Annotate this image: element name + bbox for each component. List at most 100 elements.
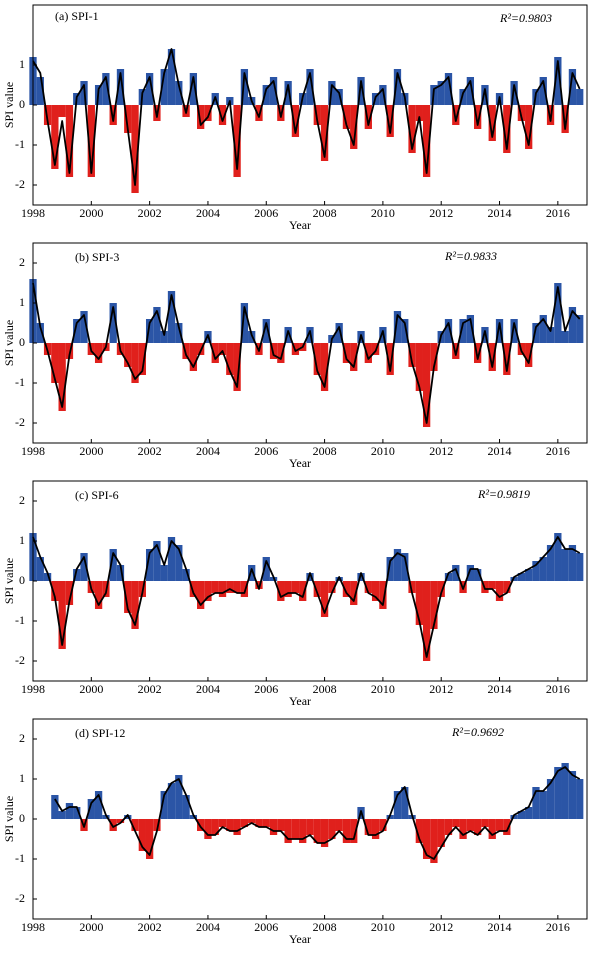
bar bbox=[422, 819, 431, 859]
y-tick-label: -2 bbox=[15, 415, 25, 429]
bar bbox=[342, 819, 351, 843]
bar bbox=[444, 73, 453, 105]
bar bbox=[182, 569, 190, 581]
x-tick-label: 2000 bbox=[79, 682, 103, 696]
x-tick-label: 2014 bbox=[488, 682, 512, 696]
x-tick-label: 2012 bbox=[429, 920, 453, 934]
bar bbox=[284, 81, 292, 105]
y-tick-label: -2 bbox=[15, 891, 25, 905]
bar bbox=[218, 581, 227, 597]
bar bbox=[36, 323, 44, 343]
bar bbox=[525, 807, 533, 819]
y-axis-label: SPI value bbox=[2, 558, 16, 604]
x-tick-label: 2016 bbox=[546, 920, 570, 934]
bar bbox=[525, 343, 533, 367]
bar bbox=[408, 343, 416, 367]
bar bbox=[87, 105, 95, 177]
bar bbox=[561, 331, 569, 343]
bar bbox=[204, 581, 212, 601]
y-tick-label: -1 bbox=[15, 375, 25, 389]
bar bbox=[342, 343, 351, 363]
bar bbox=[408, 581, 416, 593]
x-axis-label: Year bbox=[289, 694, 311, 708]
bar bbox=[437, 581, 445, 597]
x-tick-label: 2002 bbox=[138, 920, 162, 934]
bar bbox=[466, 819, 475, 831]
bar bbox=[342, 105, 351, 129]
y-tick-label: 0 bbox=[19, 335, 25, 349]
y-tick-label: -2 bbox=[15, 653, 25, 667]
bar bbox=[160, 791, 168, 819]
bar bbox=[488, 343, 496, 371]
x-axis-label: Year bbox=[289, 932, 311, 946]
bar bbox=[233, 819, 241, 835]
bar bbox=[532, 323, 540, 343]
x-tick-label: 2010 bbox=[371, 682, 395, 696]
bar bbox=[124, 581, 132, 613]
y-axis-label: SPI value bbox=[2, 320, 16, 366]
bar bbox=[36, 557, 44, 581]
x-tick-label: 2012 bbox=[429, 682, 453, 696]
bar bbox=[277, 581, 285, 601]
bar bbox=[495, 819, 504, 831]
y-tick-label: -2 bbox=[15, 177, 25, 191]
bar bbox=[532, 561, 540, 581]
bar bbox=[65, 105, 74, 177]
bar bbox=[175, 81, 183, 105]
x-tick-label: 2010 bbox=[371, 206, 395, 220]
bar bbox=[189, 581, 198, 597]
bar bbox=[474, 569, 482, 581]
r-squared-annotation: R²=0.9692 bbox=[451, 725, 504, 739]
bar bbox=[299, 819, 307, 843]
bar bbox=[430, 581, 438, 629]
bar bbox=[568, 771, 577, 819]
bar bbox=[218, 819, 227, 827]
y-axis-label: SPI value bbox=[2, 82, 16, 128]
bar bbox=[444, 819, 453, 835]
bar bbox=[240, 69, 249, 105]
bar bbox=[153, 307, 161, 343]
x-tick-label: 1998 bbox=[21, 206, 45, 220]
r-squared-annotation: R²=0.9803 bbox=[499, 11, 552, 25]
bar bbox=[240, 819, 249, 827]
bar bbox=[306, 69, 314, 105]
bar bbox=[51, 581, 59, 601]
bar bbox=[342, 581, 351, 597]
y-tick-label: -1 bbox=[15, 851, 25, 865]
bar bbox=[131, 819, 139, 831]
panel-title: (d) SPI-12 bbox=[75, 726, 125, 740]
bar bbox=[576, 315, 584, 343]
panel-title: (a) SPI-1 bbox=[55, 9, 99, 23]
bar bbox=[350, 819, 358, 843]
x-tick-label: 2014 bbox=[488, 920, 512, 934]
y-tick-label: 0 bbox=[19, 97, 25, 111]
bar bbox=[561, 763, 569, 819]
bar bbox=[350, 581, 358, 605]
x-tick-label: 2002 bbox=[138, 682, 162, 696]
x-tick-label: 2006 bbox=[254, 444, 278, 458]
bar bbox=[313, 581, 321, 597]
bar bbox=[124, 105, 132, 133]
bar bbox=[415, 105, 423, 121]
panel-title: (b) SPI-3 bbox=[75, 250, 119, 264]
x-tick-label: 2012 bbox=[429, 444, 453, 458]
bar bbox=[539, 791, 547, 819]
bar bbox=[145, 319, 154, 343]
bar bbox=[175, 323, 183, 343]
bar bbox=[313, 343, 321, 375]
bar bbox=[350, 105, 358, 149]
bar bbox=[357, 573, 365, 581]
bar bbox=[94, 343, 103, 363]
bar bbox=[503, 581, 511, 593]
bar bbox=[284, 819, 292, 843]
y-tick-label: 1 bbox=[19, 57, 25, 71]
y-tick-label: 2 bbox=[19, 255, 25, 269]
bar bbox=[459, 819, 467, 839]
x-tick-label: 2000 bbox=[79, 206, 103, 220]
bar bbox=[546, 327, 555, 343]
bar bbox=[481, 819, 489, 827]
bar bbox=[466, 315, 475, 343]
bar bbox=[525, 105, 533, 149]
bar bbox=[539, 557, 547, 581]
bar bbox=[167, 49, 176, 105]
